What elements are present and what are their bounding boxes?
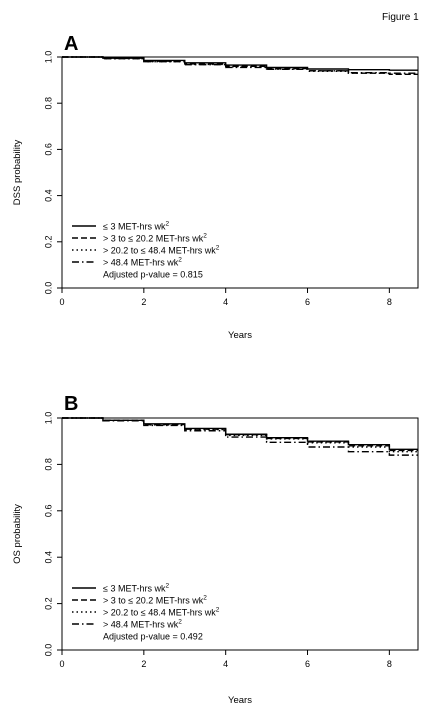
x-axis-label: Years [228,330,252,341]
panel-letter: A [64,33,78,55]
y-tick-label: 0.4 [43,551,53,564]
legend-entry: > 20.2 to ≤ 48.4 MET-hrs wk2 [103,607,220,618]
series-line [62,417,418,456]
x-tick-label: 2 [141,659,146,669]
y-tick-label: 1.0 [43,51,53,64]
legend-entry: ≤ 3 MET-hrs wk2 [103,221,169,232]
x-tick-label: 0 [59,659,64,669]
legend-entry: > 20.2 to ≤ 48.4 MET-hrs wk2 [103,245,220,256]
plot-frame [61,417,419,651]
plot-frame [61,56,419,289]
y-tick-label: 0.0 [43,282,53,295]
chart-panel-b: B 0 2 4 6 8 0.0 0.2 0.4 0.6 0.8 1.0 Years OS probabil… [12,393,419,706]
series-line [62,417,418,452]
panel-letter: B [64,393,78,415]
y-tick-label: 0.2 [43,236,53,249]
series-line [62,56,418,74]
x-tick-label: 4 [223,297,228,307]
y-tick-label: 0.8 [43,458,53,471]
legend-entry: ≤ 3 MET-hrs wk2 [103,583,169,594]
x-tick-label: 2 [141,297,146,307]
y-axis-label: DSS probability [12,140,23,206]
x-tick-label: 0 [59,297,64,307]
series-line [62,417,418,451]
x-axis-label: Years [228,695,252,706]
x-tick-label: 8 [387,659,392,669]
x-tick-label: 8 [387,297,392,307]
p-value-annotation: Adjusted p-value = 0.815 [103,270,203,280]
figure-label: Figure 1 [382,12,419,23]
x-tick-label: 4 [223,659,228,669]
y-tick-label: 0.8 [43,97,53,110]
legend-entry: > 48.4 MET-hrs wk2 [103,257,182,268]
legend-entry: > 48.4 MET-hrs wk2 [103,619,182,630]
legend-entry: > 3 to ≤ 20.2 MET-hrs wk2 [103,595,207,606]
y-tick-label: 0.4 [43,189,53,202]
y-tick-label: 1.0 [43,412,53,425]
y-tick-label: 0.0 [43,644,53,657]
y-tick-label: 0.6 [43,505,53,518]
chart-panel-a: A 0 2 4 6 8 0.0 0.2 0.4 0.6 0.8 1.0 Years DSS probabi… [12,33,419,341]
y-tick-label: 0.2 [43,597,53,610]
x-tick-label: 6 [305,659,310,669]
p-value-annotation: Adjusted p-value = 0.492 [103,632,203,642]
x-tick-label: 6 [305,297,310,307]
legend-entry: > 3 to ≤ 20.2 MET-hrs wk2 [103,233,207,244]
y-axis-label: OS probability [12,504,23,564]
y-tick-label: 0.6 [43,143,53,156]
